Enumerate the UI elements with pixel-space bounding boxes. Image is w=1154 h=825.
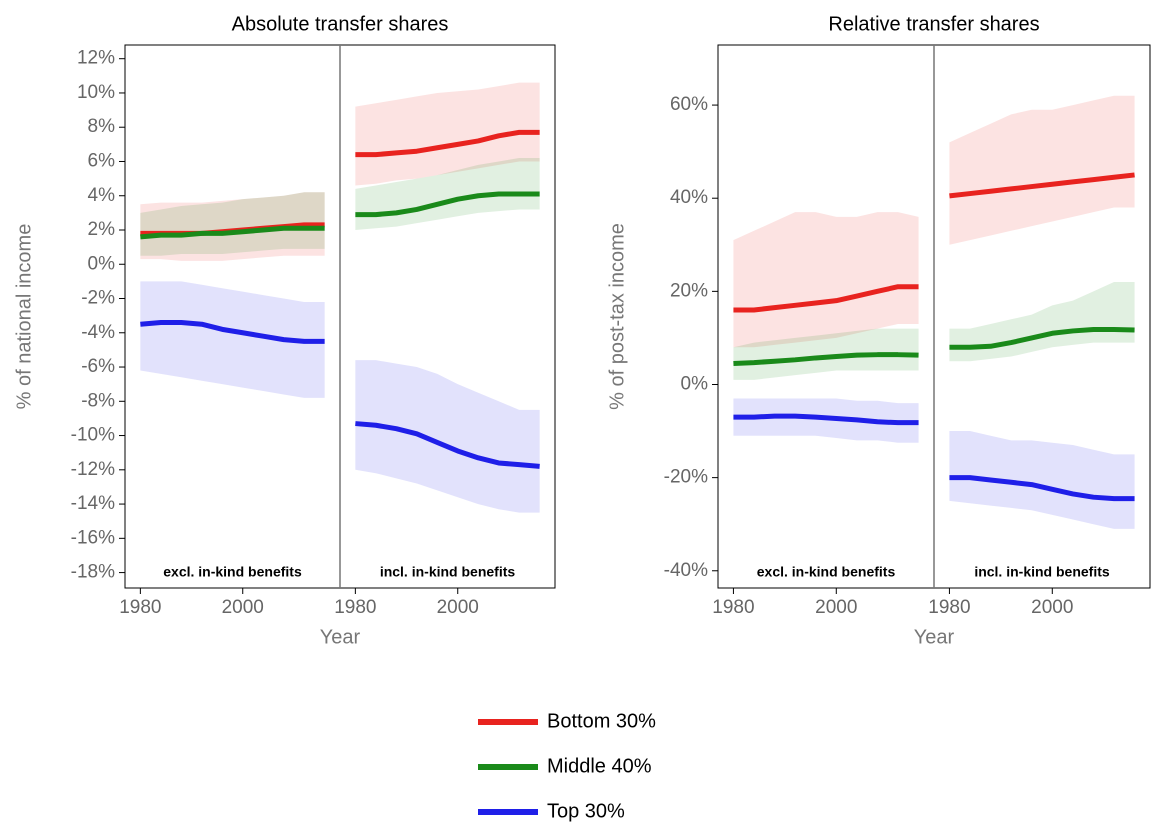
y-tick-label: -40% [664, 560, 708, 581]
trend-line [355, 421, 540, 469]
y-tick-label: -10% [71, 425, 115, 446]
trend-line [140, 225, 325, 240]
trend-line [355, 129, 540, 158]
scatter-band [733, 398, 919, 443]
facet-label: incl. in-kind benefits [974, 564, 1110, 580]
trend-line [949, 475, 1135, 502]
y-tick-label: 0% [88, 253, 116, 274]
y-tick-label: 0% [681, 374, 709, 395]
x-tick-label: 2000 [815, 597, 857, 618]
x-tick-label: 1980 [334, 597, 376, 618]
y-tick-label: 6% [88, 150, 116, 171]
legend-label: Bottom 30% [547, 710, 656, 732]
facet-label: excl. in-kind benefits [163, 564, 302, 580]
y-tick-label: 10% [77, 82, 115, 103]
y-tick-label: -16% [71, 527, 115, 548]
trend-line [140, 319, 325, 344]
legend-label: Middle 40% [547, 755, 652, 777]
chart-title: Relative transfer shares [828, 13, 1039, 35]
x-tick-label: 1980 [712, 597, 754, 618]
y-tick-label: -12% [71, 459, 115, 480]
scatter-band [355, 360, 540, 513]
y-tick-label: -4% [81, 322, 115, 343]
y-tick-label: -2% [81, 288, 115, 309]
y-tick-label: -18% [71, 562, 115, 583]
scatter-band [140, 192, 325, 256]
y-tick-label: -20% [664, 467, 708, 488]
scatter-band [949, 95, 1135, 245]
y-tick-label: 60% [670, 94, 708, 115]
y-tick-label: -14% [71, 493, 115, 514]
y-tick-label: -6% [81, 356, 115, 377]
trend-line [949, 327, 1135, 350]
trend-line [949, 172, 1135, 199]
scatter-band [733, 212, 919, 348]
facet-label: excl. in-kind benefits [757, 564, 896, 580]
x-tick-label: 2000 [222, 597, 264, 618]
scatter-band [949, 431, 1135, 529]
y-tick-label: 2% [88, 219, 116, 240]
trend-line [355, 191, 540, 218]
x-tick-label: 1980 [119, 597, 161, 618]
legend-label: Top 30% [547, 800, 625, 822]
x-axis-label: Year [320, 626, 361, 648]
scatter-band [949, 282, 1135, 362]
facet-label: incl. in-kind benefits [380, 564, 516, 580]
y-axis-label: % of national income [13, 224, 35, 410]
scatter-band [355, 82, 540, 186]
trend-line [733, 413, 919, 426]
y-tick-label: 12% [77, 48, 115, 69]
x-tick-label: 1980 [928, 597, 970, 618]
x-tick-label: 2000 [437, 597, 479, 618]
x-tick-label: 2000 [1031, 597, 1073, 618]
trend-line [733, 352, 919, 367]
y-tick-label: 4% [88, 185, 116, 206]
y-tick-label: 40% [670, 187, 708, 208]
x-axis-label: Year [914, 626, 955, 648]
y-tick-label: 20% [670, 280, 708, 301]
y-axis-label: % of post-tax income [606, 223, 628, 410]
chart-title: Absolute transfer shares [232, 13, 449, 35]
y-tick-label: 8% [88, 116, 116, 137]
scatter-band [140, 192, 325, 261]
scatter-band [733, 328, 919, 380]
trend-line [733, 284, 919, 313]
scatter-band [140, 281, 325, 398]
y-tick-label: -8% [81, 390, 115, 411]
